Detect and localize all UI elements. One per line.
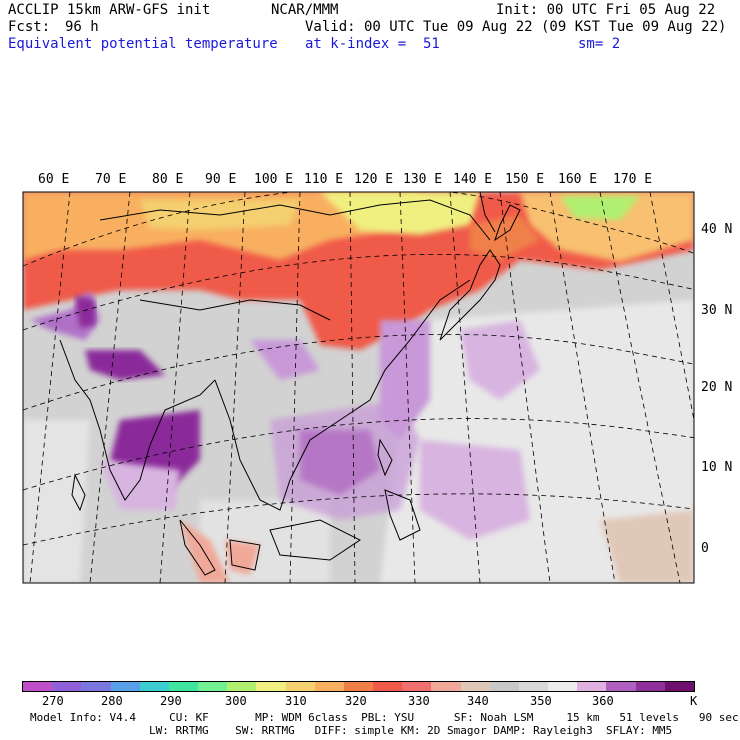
colorbar-swatch [81,682,111,691]
level-label: at k-index = 51 [305,36,440,52]
lon-label: 170 E [613,172,653,187]
colorbar-swatch [23,682,53,691]
lon-label: 60 E [38,172,70,187]
colorbar-label: 280 [101,694,123,708]
lon-label: 160 E [558,172,598,187]
colorbar-swatch [343,682,374,691]
colorbar-label: 360 [592,694,614,708]
colorbar-label: 310 [285,694,307,708]
lat-label: 30 N [701,303,733,318]
colorbar-swatch [460,682,490,691]
org-label: NCAR/MMM [271,2,339,18]
field-name: Equivalent potential temperature [8,36,278,52]
init-time: Init: 00 UTC Fri 05 Aug 22 [496,2,716,18]
theta-e-field [23,192,694,583]
colorbar-label: 290 [160,694,182,708]
colorbar-swatch [168,682,199,691]
lon-label: 100 E [254,172,294,187]
fcst-label: Fcst: [8,19,51,35]
colorbar-swatch [577,682,607,691]
colorbar-swatch [548,682,578,691]
colorbar-label: 330 [408,694,430,708]
smooth-label: sm= 2 [578,36,621,52]
lon-label: 140 E [453,172,493,187]
colorbar-label: 340 [467,694,489,708]
lon-label: 150 E [505,172,545,187]
lat-label: 0 [701,541,709,556]
model-info-line2: LW: RRTMG SW: RRTMG DIFF: simple KM: 2D … [149,724,673,737]
colorbar-swatch [518,682,549,691]
colorbar-swatch [489,682,519,691]
colorbar-unit: K [690,694,698,708]
colorbar-label: 270 [42,694,64,708]
colorbar-label: 320 [345,694,367,708]
lon-label: 90 E [205,172,237,187]
colorbar-swatch [606,682,636,691]
graticule [23,192,694,583]
colorbar-swatch [227,682,257,691]
model-info-line1: Model Info: V4.4 CU: KF MP: WDM 6class P… [30,711,739,724]
colorbar-swatch [52,682,82,691]
valid-time: Valid: 00 UTC Tue 09 Aug 22 (09 KST Tue … [305,19,727,35]
colorbar-swatch [373,682,403,691]
colorbar-swatch [110,682,140,691]
colorbar-swatch [285,682,315,691]
lat-label: 40 N [701,222,733,237]
colorbar-swatch [664,682,694,691]
colorbar [22,681,695,692]
coastlines [59,192,521,576]
fcst-value: 96 h [65,19,99,35]
colorbar-swatch [635,682,665,691]
colorbar-swatch [314,682,344,691]
colorbar-swatch [402,682,432,691]
colorbar-swatch [139,682,169,691]
lat-label: 20 N [701,380,733,395]
lon-label: 70 E [95,172,127,187]
model-title: ACCLIP 15km ARW-GFS init [8,2,211,18]
colorbar-swatch [198,682,228,691]
lon-label: 110 E [304,172,344,187]
colorbar-swatch [256,682,286,691]
colorbar-label: 300 [225,694,247,708]
lon-label: 80 E [152,172,184,187]
lon-label: 130 E [403,172,443,187]
colorbar-label: 350 [530,694,552,708]
colorbar-swatch [431,682,461,691]
lon-label: 120 E [354,172,394,187]
lat-label: 10 N [701,460,733,475]
